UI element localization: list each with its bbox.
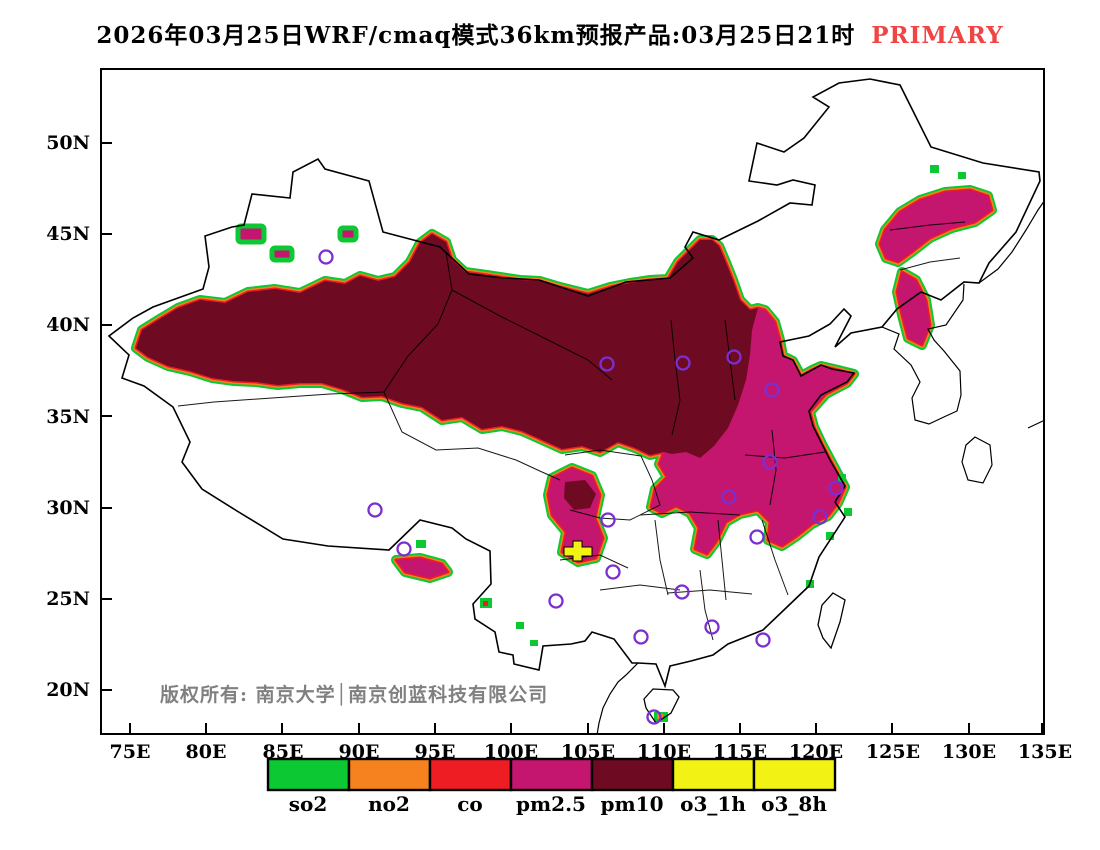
y-tick-20n: 20N	[46, 679, 90, 701]
russia-coastline	[978, 199, 1045, 284]
y-tick-50n: 50N	[46, 132, 90, 154]
pm10-core-sichuan	[564, 480, 596, 510]
legend-swatch-o3-8h	[752, 757, 837, 792]
legend-label-pm10: pm10	[600, 792, 664, 816]
legend-swatch-co	[428, 757, 513, 792]
x-tick-110e: 110E	[636, 741, 692, 763]
x-tick-80e: 80E	[185, 741, 227, 763]
map-frame-border	[100, 68, 1045, 735]
province-borders	[177, 221, 966, 641]
foreign-coastlines	[596, 199, 1045, 735]
x-tick-115e: 115E	[712, 741, 768, 763]
co-spot	[483, 601, 488, 606]
korea-coastline	[881, 283, 965, 425]
map-frame	[100, 68, 1045, 735]
y-tick-40n: 40N	[46, 314, 90, 336]
title-primary-tag: PRIMARY	[871, 22, 1004, 49]
x-tick-100e: 100E	[483, 741, 539, 763]
island-outlines	[643, 592, 846, 724]
pm10-region	[136, 234, 758, 458]
legend-swatch-pm25	[509, 757, 594, 792]
kyushu-outline	[961, 436, 993, 484]
page-title: 2026年03月25日WRF/cmaq模式36km预报产品:03月25日21时 P…	[0, 16, 1100, 50]
legend-label-o3-8h: o3_8h	[761, 792, 827, 816]
legend-swatch-o3-1h	[671, 757, 756, 792]
hainan-outline	[643, 688, 680, 724]
x-tick-75e: 75E	[109, 741, 151, 763]
legend-swatch-no2	[347, 757, 432, 792]
copyright-watermark: 版权所有: 南京大学│南京创蓝科技有限公司	[160, 684, 549, 706]
x-tick-125e: 125E	[865, 741, 921, 763]
station-markers	[318, 249, 844, 725]
title-text: 2026年03月25日WRF/cmaq模式36km预报产品:03月25日21时	[96, 22, 856, 49]
china-forecast-map	[100, 68, 1045, 735]
x-tick-130e: 130E	[941, 741, 997, 763]
x-tick-135e: 135E	[1017, 741, 1073, 763]
ozone-cross-marker	[563, 540, 593, 562]
legend-label-pm25: pm2.5	[516, 792, 586, 816]
legend-swatch-so2	[266, 757, 351, 792]
x-tick-85e: 85E	[262, 741, 304, 763]
legend-label-no2: no2	[368, 792, 410, 816]
axis-ticks	[102, 142, 1043, 733]
taiwan-outline	[817, 592, 846, 650]
y-tick-45n: 45N	[46, 223, 90, 245]
y-tick-30n: 30N	[46, 497, 90, 519]
legend-swatch-pm10	[590, 757, 675, 792]
vietnam-coastline	[596, 662, 639, 735]
y-tick-25n: 25N	[46, 588, 90, 610]
primary-pollutant-regions	[136, 165, 992, 722]
legend-label-co: co	[457, 792, 483, 816]
mainland-outline	[107, 78, 1041, 689]
honshu-tip	[1027, 419, 1045, 429]
legend-colorbar	[266, 757, 837, 792]
x-tick-105e: 105E	[560, 741, 616, 763]
x-tick-120e: 120E	[788, 741, 844, 763]
junggar-patches	[235, 223, 359, 263]
x-tick-95e: 95E	[414, 741, 456, 763]
legend-label-o3-1h: o3_1h	[680, 792, 746, 816]
y-tick-35n: 35N	[46, 406, 90, 428]
legend-label-so2: so2	[288, 792, 328, 816]
x-tick-90e: 90E	[338, 741, 380, 763]
